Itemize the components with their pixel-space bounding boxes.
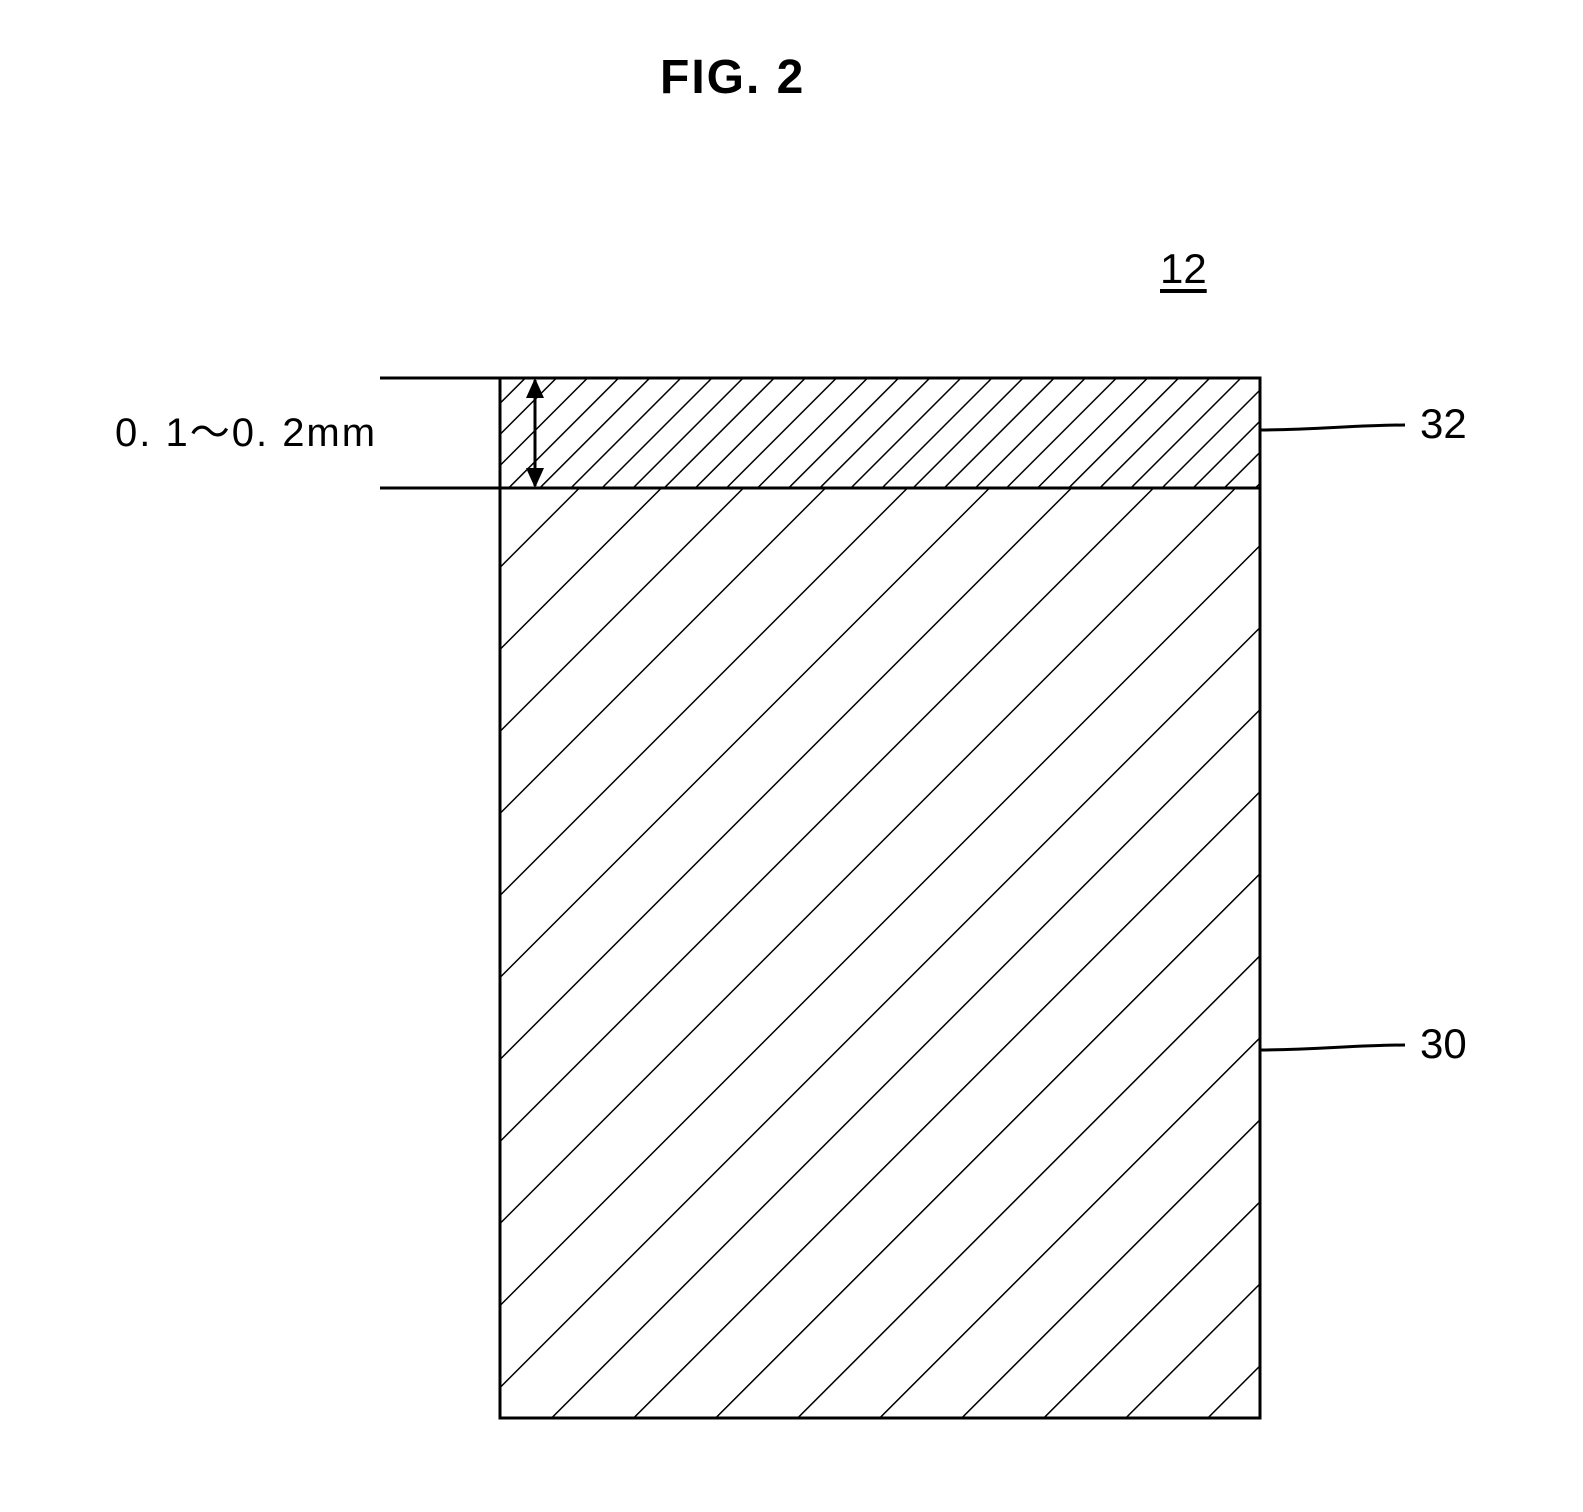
cross-section-block (500, 378, 1260, 1418)
leader-lines (1260, 425, 1405, 1050)
diagram-svg (0, 0, 1583, 1512)
